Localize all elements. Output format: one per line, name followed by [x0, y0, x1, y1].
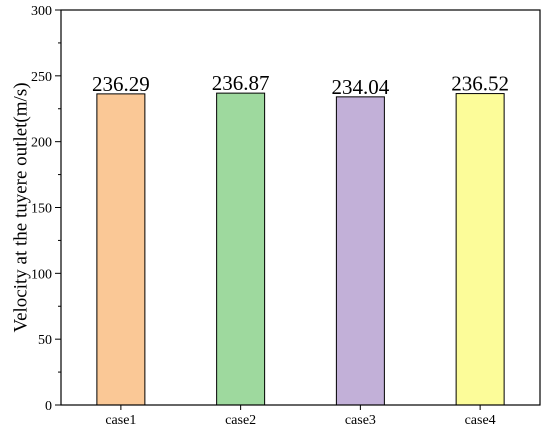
x-tick-label-case3: case3 — [345, 413, 376, 428]
bar-case3 — [335, 96, 385, 406]
x-tick-label-case1: case1 — [105, 413, 136, 428]
y-tick-label-150: 150 — [31, 202, 52, 217]
y-tick-label-200: 200 — [31, 136, 52, 151]
data-label-case4: 236.52 — [451, 72, 509, 96]
data-label-case3: 234.04 — [332, 75, 390, 99]
bar-case2 — [216, 92, 266, 406]
y-tick-label-50: 50 — [38, 333, 52, 348]
bar-case4 — [455, 93, 505, 406]
y-tick-label-0: 0 — [45, 399, 52, 414]
bars-group — [96, 92, 505, 406]
x-tick-label-case2: case2 — [225, 413, 256, 428]
data-label-case1: 236.29 — [92, 72, 150, 96]
y-axis-label: Velocity at the tuyere outlet(m/s) — [11, 82, 32, 332]
ticks-group: case1 case2 case3 case4 0 50 100 150 200 250 300 — [31, 4, 496, 428]
y-tick-label-300: 300 — [31, 4, 52, 19]
x-tick-label-case4: case4 — [465, 413, 496, 428]
y-tick-label-250: 250 — [31, 70, 52, 85]
data-label-case2: 236.87 — [212, 71, 270, 95]
bar-case1 — [96, 93, 146, 406]
data-labels-group: 236.29 236.87 234.04 236.52 — [92, 71, 509, 99]
y-tick-label-100: 100 — [31, 267, 52, 282]
